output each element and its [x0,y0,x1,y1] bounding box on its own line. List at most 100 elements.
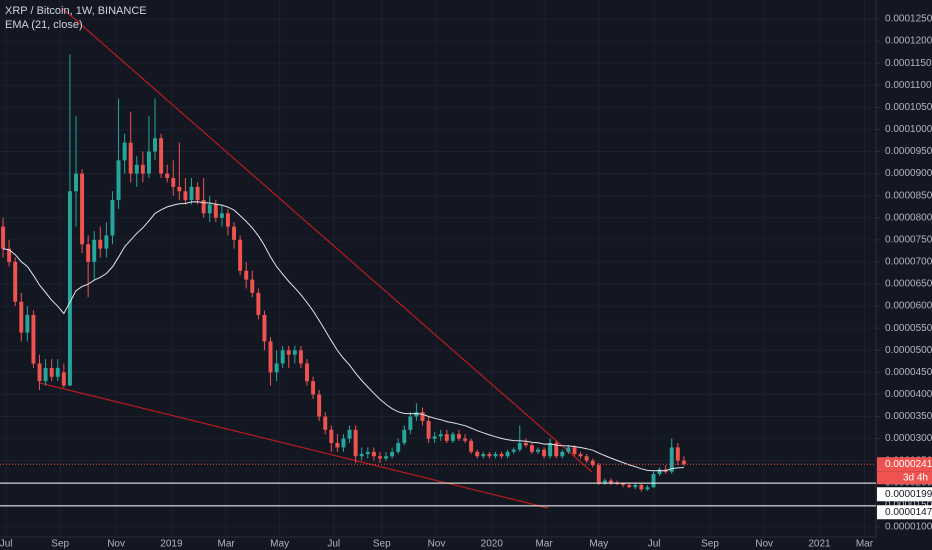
candle-body [560,451,565,457]
candle-body [213,204,218,218]
candle-body [37,363,42,382]
candle-body [219,213,224,218]
candle-body [55,367,60,377]
candle-body [189,186,194,201]
x-tick-label: Nov [755,539,773,550]
candle-body [536,449,540,452]
candle-body [19,301,24,333]
candle-body [134,164,139,174]
candle-body [67,191,72,386]
candle-body [657,469,662,474]
x-tick-label: Nov [107,539,125,550]
candle-body [566,447,571,452]
price-label-box [877,457,932,472]
candle-body [92,239,97,262]
x-tick-label: Mar [856,539,874,550]
x-tick-label: Mar [218,539,236,550]
candle-body [608,480,613,483]
candle-body [463,438,468,441]
candle-body [335,443,340,448]
candle-body [511,449,516,452]
candle-body [13,261,18,302]
candle-body [414,412,419,417]
candle-body [122,142,127,161]
candle-body [207,204,212,214]
candle-body [146,151,151,174]
x-tick-label: Nov [428,539,446,550]
candle-body [43,367,48,382]
candle-body [280,350,285,364]
candle-body [365,451,370,455]
y-tick-label: 0.00011500 [885,58,932,69]
candle-body [542,449,547,457]
candle-body [426,420,431,439]
x-tick-label: May [270,539,289,550]
candle-body [639,484,644,490]
countdown-box [877,471,932,485]
candle-body [681,460,686,465]
countdown: 3d 4h [903,472,928,483]
candles [1,54,686,492]
candle-body [201,200,206,214]
candle-body [25,314,30,333]
candle-body [250,279,255,293]
candle-body [98,239,103,249]
candle-body [238,239,243,271]
candle-body [353,429,358,457]
candle-body [262,314,267,342]
candle-body [49,367,54,377]
candle-body [651,473,656,488]
candle-body [390,451,395,457]
candle-body [286,350,291,355]
candle-body [669,447,674,472]
candle-body [268,341,273,373]
candle-body [359,454,364,457]
candle-body [554,443,559,457]
candle-body [31,314,36,364]
candle-body [548,443,553,457]
candle-body [341,438,346,448]
candle-body [475,451,480,457]
candle-body [621,483,626,485]
x-tick-label: May [589,539,608,550]
y-tick-label: 0.00011000 [885,80,932,91]
candle-body [529,445,534,452]
candle-body [110,200,115,236]
candle-body [469,440,474,452]
candle-body [432,436,437,439]
x-tick-label: 2020 [481,539,504,550]
y-tick-label: 0.00012500 [885,14,932,25]
candle-body [505,451,510,457]
candle-body [590,460,595,466]
price-label: 0.00001993 [885,489,932,500]
candle-body [493,454,498,457]
candle-body [481,454,486,457]
ema-line [2,201,684,472]
candle-body [627,484,632,488]
candle-body [61,372,66,386]
candle-body [225,213,230,227]
candle-body [323,416,328,430]
candle-body [165,173,170,178]
candle-body [596,465,601,483]
candle-body [298,350,303,364]
candle-body [104,235,109,249]
price-label: 0.00002419 [885,459,932,470]
grid [0,0,876,537]
price-label-box [877,487,932,502]
candle-body [438,434,443,437]
candle-body [159,138,164,174]
